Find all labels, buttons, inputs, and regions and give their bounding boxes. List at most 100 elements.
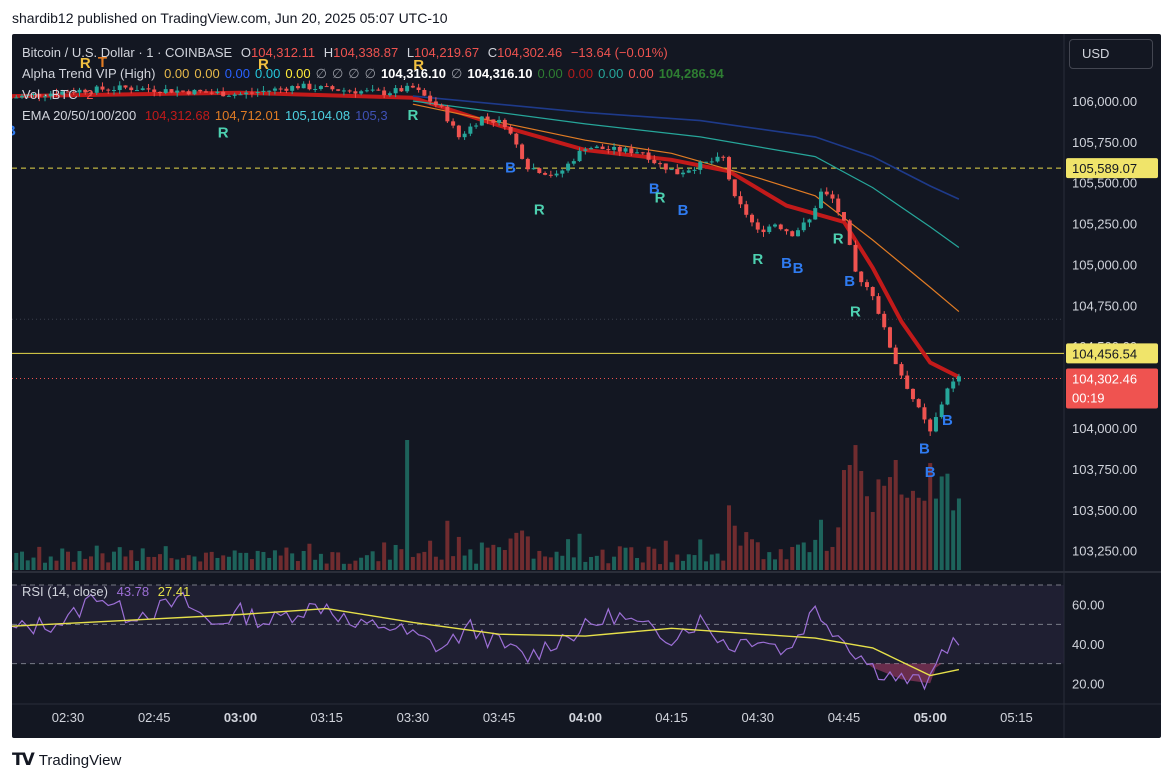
alpha-value: 104,286.94 — [658, 66, 724, 81]
candle-body — [238, 94, 243, 96]
volume-bar — [646, 546, 651, 570]
ema-indicator-name[interactable]: EMA 20/50/100/200 — [22, 108, 137, 123]
candle-body — [807, 219, 812, 223]
legend-row-ema: EMA 20/50/100/200 104,312.68 104,712.01 10… — [22, 108, 393, 123]
volume-bar — [152, 556, 157, 570]
candle-body — [951, 381, 956, 389]
candle-body — [704, 161, 709, 163]
chart-frame[interactable]: RTRRBRRBRBRBRBBRBRBBB 106,000.00105,750.… — [12, 34, 1161, 738]
volume-bar — [399, 549, 404, 570]
candle-body — [669, 169, 674, 171]
candle-body — [376, 89, 381, 91]
candle-body — [727, 157, 732, 180]
candle-body — [209, 92, 214, 94]
volume-bar — [382, 542, 387, 570]
volume-indicator-name[interactable]: Vol · BTC — [22, 87, 78, 102]
volume-bar — [721, 560, 726, 570]
candle-body — [887, 327, 892, 348]
volume-bar — [198, 561, 203, 570]
tradingview-logo[interactable]: 𝗧𝗩 TradingView — [12, 750, 121, 770]
signals: RTRRBRRBRBRBRBBRBRBBB — [12, 54, 953, 481]
alpha-value: 0.00 — [598, 66, 624, 81]
x-tick-label: 05:15 — [1000, 710, 1033, 725]
volume-bar — [767, 552, 772, 570]
volume-bar — [497, 547, 502, 570]
candle-body — [347, 90, 352, 92]
volume-bar — [71, 561, 76, 570]
volume-bar — [847, 465, 852, 570]
candle-body — [784, 229, 789, 232]
volume-bar — [750, 539, 755, 570]
candle-body — [681, 172, 686, 175]
legend-row-ohlc: Bitcoin / U.S. Dollar · 1 · COINBASE O10… — [22, 45, 673, 60]
candle-body — [485, 116, 490, 120]
candle-body — [290, 86, 295, 91]
x-tick-label: 02:30 — [52, 710, 85, 725]
candle-body — [399, 88, 404, 92]
candle-body — [531, 168, 536, 170]
volume-bar — [324, 563, 329, 570]
tradingview-logo-icon: 𝗧𝗩 — [12, 750, 35, 769]
x-tick-label: 03:45 — [483, 710, 516, 725]
candle-body — [686, 170, 691, 173]
candle-body — [157, 91, 162, 93]
candle-body — [773, 224, 778, 227]
candle-body — [215, 91, 220, 94]
candle-body — [508, 126, 513, 134]
volume-bar — [439, 559, 444, 570]
volume-bar — [301, 550, 306, 570]
volume-bar — [12, 562, 13, 570]
volume-bar — [922, 500, 927, 570]
volume-bar — [594, 555, 599, 570]
candle-body — [479, 116, 484, 126]
candle-body — [744, 204, 749, 215]
volume-bar — [456, 536, 461, 570]
price-tag-bg — [1066, 368, 1158, 409]
candle-body — [359, 91, 364, 94]
alpha-value: 0.00 — [164, 66, 190, 81]
alpha-indicator-name[interactable]: Alpha Trend VIP (High) — [22, 66, 156, 81]
volume-bar — [853, 445, 858, 570]
legend-row-volume: Vol · BTC 2 — [22, 87, 98, 102]
volume-bar — [502, 550, 507, 570]
volume-bar — [83, 558, 88, 570]
candle-body — [491, 119, 496, 123]
candle-body — [692, 169, 697, 171]
alpha-value: ∅ — [315, 66, 327, 81]
volume-bar — [560, 555, 565, 570]
signal-label: R — [258, 56, 269, 73]
symbol-name[interactable]: Bitcoin / U.S. Dollar · 1 · COINBASE — [22, 45, 233, 60]
candle-body — [905, 375, 910, 389]
candle-body — [543, 173, 548, 175]
candle-body — [163, 89, 168, 93]
volume-bar — [830, 546, 835, 570]
signal-label: R — [833, 230, 844, 247]
candle-body — [382, 90, 387, 96]
volume-bar — [663, 540, 668, 570]
rsi-pane[interactable] — [12, 584, 1064, 691]
candle-body — [583, 149, 588, 151]
alpha-value: 0.00 — [194, 66, 220, 81]
candle-body — [123, 85, 128, 88]
candles — [12, 80, 961, 436]
rsi-indicator-name[interactable]: RSI (14, close) — [22, 584, 108, 599]
candle-body — [606, 149, 611, 151]
currency-button[interactable]: USD — [1069, 39, 1153, 69]
chart-canvas[interactable]: RTRRBRRBRBRBRBBRBRBBB 106,000.00105,750.… — [12, 34, 1161, 738]
grid — [12, 34, 1161, 738]
candle-body — [876, 296, 881, 314]
candle-body — [859, 271, 864, 283]
volume-bar — [841, 470, 846, 570]
volume-bar — [203, 552, 208, 570]
ema-value: 105,3 — [355, 108, 388, 123]
volume-bar — [336, 552, 341, 570]
ema20-line — [12, 90, 960, 379]
volume-bar — [945, 473, 950, 570]
signal-label: B — [793, 260, 804, 277]
volume-bar — [836, 527, 841, 570]
price-tag-value: 104,456.54 — [1072, 346, 1137, 361]
volume-bar — [347, 563, 352, 570]
candle-body — [152, 89, 157, 92]
alpha-value: 0.00 — [628, 66, 654, 81]
volume-bar — [405, 440, 410, 570]
